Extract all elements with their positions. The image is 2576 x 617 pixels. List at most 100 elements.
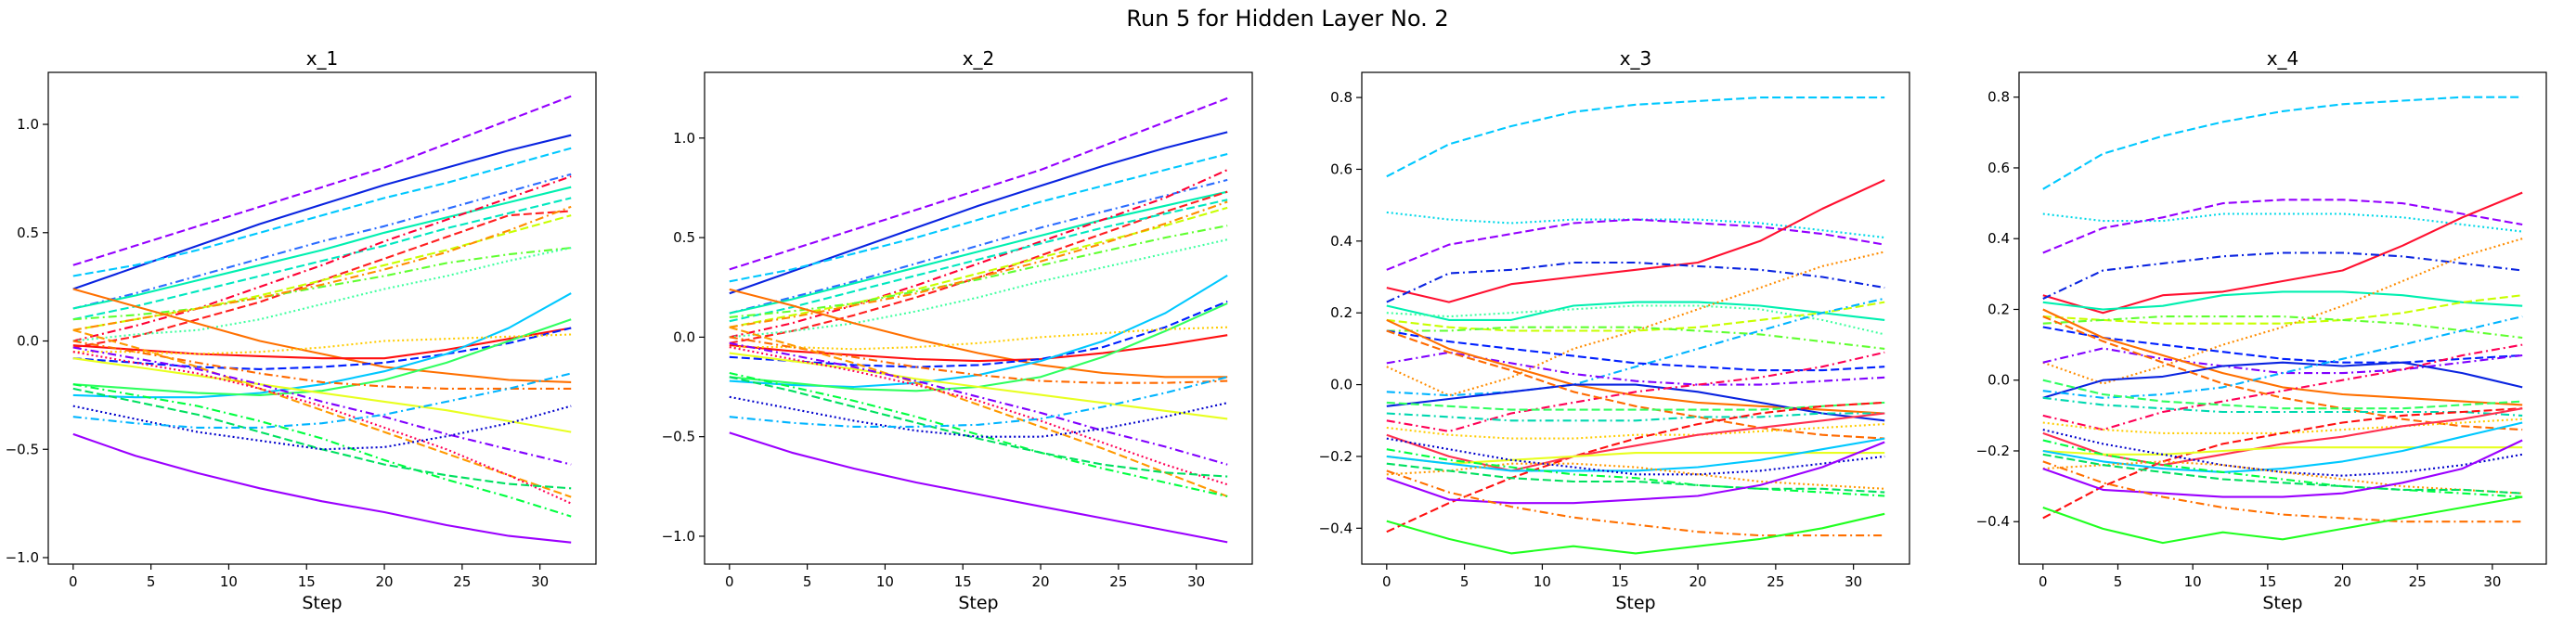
series-line-30	[1386, 469, 1885, 537]
series-line-8	[2042, 294, 2523, 325]
series-line-26	[729, 395, 1228, 438]
x-axis-label: Step	[302, 593, 342, 613]
x-tick-label: 25	[453, 573, 471, 590]
series-line-9	[72, 247, 572, 321]
series-line-21	[2042, 407, 2523, 467]
series-line-22	[2042, 446, 2523, 456]
series-line-11	[2042, 347, 2523, 375]
series-line-13	[1386, 351, 1885, 386]
series-line-19	[2042, 418, 2523, 434]
series-line-27	[2042, 453, 2523, 495]
x-tick-label: 10	[220, 573, 238, 590]
y-tick-label: 0.0	[1330, 377, 1353, 393]
series-line-12	[72, 205, 572, 331]
series-line-13	[729, 288, 1228, 379]
series-group	[2042, 96, 2523, 545]
x-tick-label: 0	[1382, 573, 1392, 590]
series-line-26	[2042, 439, 2523, 498]
series-line-8	[729, 199, 1228, 323]
series-line-4	[2042, 191, 2523, 315]
series-line-21	[72, 328, 572, 498]
series-line-18	[1386, 401, 1885, 411]
series-line-12	[729, 200, 1228, 328]
x-tick-label: 15	[1612, 573, 1629, 590]
x-tick-label: 15	[2259, 573, 2276, 590]
series-line-3	[729, 178, 1228, 315]
series-line-23	[72, 346, 572, 466]
series-group	[729, 96, 1228, 544]
subplot-3: 0 5 10 15 20 25 30 −0.4 −0.2 0.0 0.2 0.4 0.6 0.8 x_3 St…	[1319, 47, 1910, 613]
series-line-5	[72, 186, 572, 310]
series-line-22	[72, 351, 572, 505]
series-line-14	[2042, 343, 2523, 431]
y-tick-label: −0.4	[1319, 520, 1353, 536]
series-line-6	[72, 197, 572, 321]
x-tick-label: 30	[2483, 573, 2501, 590]
series-line-17	[1386, 329, 1885, 440]
series-line-11	[729, 225, 1228, 318]
subplot-title: x_4	[2267, 47, 2299, 70]
x-tick-label: 30	[1845, 573, 1862, 590]
subplot-grid: 0 5 10 15 20 25 30 −1.0 −0.5 0.0 0.5 1.0 x_1 Step 0 5 10…	[6, 47, 2547, 613]
y-tick-label: −1.0	[662, 528, 695, 545]
series-line-3	[72, 173, 572, 310]
x-tick-label: 0	[69, 573, 78, 590]
series-line-20	[2042, 407, 2523, 520]
x-tick-label: 10	[876, 573, 894, 590]
plot-frame	[2018, 71, 2547, 565]
y-tick-label: −0.5	[662, 429, 695, 445]
x-axis-label: Step	[2262, 593, 2302, 613]
series-line-12	[2042, 308, 2523, 406]
series-line-27	[1386, 448, 1885, 497]
series-line-10	[72, 247, 572, 342]
series-group	[72, 95, 572, 544]
y-tick-label: 0.0	[17, 333, 39, 350]
plot-frame	[47, 71, 597, 565]
x-tick-label: 0	[725, 573, 734, 590]
plot-frame	[704, 71, 1253, 565]
series-line-22	[1386, 412, 1885, 472]
x-tick-label: 5	[1460, 573, 1469, 590]
series-line-8	[1386, 301, 1885, 332]
series-line-26	[1386, 462, 1885, 490]
x-tick-label: 25	[1767, 573, 1784, 590]
series-line-2	[2042, 212, 2523, 233]
series-line-27	[729, 376, 1228, 428]
series-line-3	[2042, 199, 2523, 254]
y-tick-label: 0.4	[1330, 233, 1353, 250]
series-line-20	[1386, 423, 1885, 440]
figure-title: Run 5 for Hidden Layer No. 2	[1126, 6, 1448, 32]
y-tick-label: 0.6	[1330, 161, 1353, 177]
y-tick-label: −1.0	[6, 549, 39, 566]
series-line-17	[2042, 379, 2523, 410]
series-line-30	[2042, 495, 2523, 545]
series-line-13	[2042, 361, 2523, 399]
series-line-2	[729, 131, 1228, 295]
x-axis-label: Step	[1615, 593, 1655, 613]
series-line-11	[1386, 297, 1885, 397]
series-line-20	[72, 357, 572, 433]
series-line-28	[729, 431, 1228, 544]
x-tick-label: 30	[531, 573, 549, 590]
x-tick-label: 10	[2184, 573, 2202, 590]
series-line-23	[729, 341, 1228, 466]
series-line-14	[72, 327, 572, 360]
y-tick-label: 1.0	[17, 116, 39, 133]
series-line-15	[72, 327, 572, 370]
y-tick-label: 0.8	[1330, 89, 1353, 106]
y-tick-label: 0.0	[673, 328, 695, 345]
series-line-4	[72, 147, 572, 277]
y-tick-label: −0.2	[1319, 448, 1353, 465]
series-line-28	[72, 432, 572, 544]
series-line-1	[729, 96, 1228, 271]
series-line-16	[1386, 351, 1885, 432]
series-line-5	[1386, 261, 1885, 303]
series-line-16	[2042, 315, 2523, 399]
series-line-17	[72, 318, 572, 396]
subplot-2: 0 5 10 15 20 25 30 −1.0 −0.5 0.0 0.5 1.0 x_2 Step	[662, 47, 1253, 613]
series-line-24	[2042, 429, 2523, 477]
series-line-26	[72, 405, 572, 451]
series-line-25	[729, 376, 1228, 478]
series-line-25	[1386, 437, 1885, 476]
